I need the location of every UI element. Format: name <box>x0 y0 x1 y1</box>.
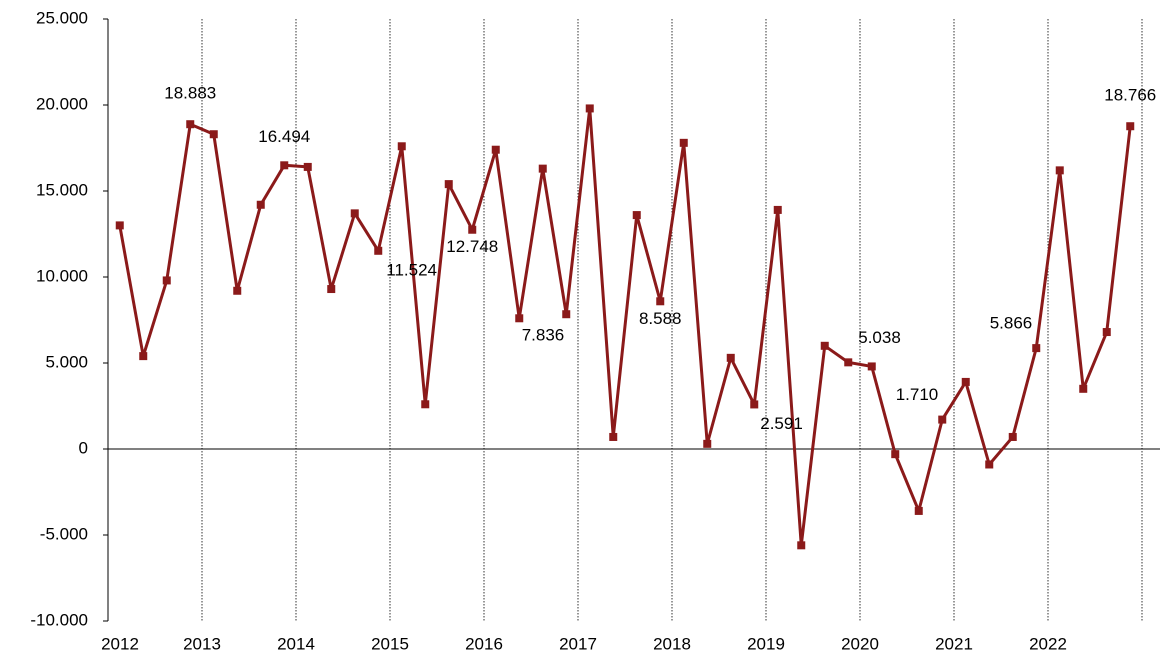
marker <box>632 211 641 220</box>
marker <box>421 400 430 409</box>
marker <box>139 352 148 361</box>
x-tick-label: 2012 <box>101 634 139 653</box>
x-tick-label: 2017 <box>559 634 597 653</box>
data-label: 12.748 <box>446 237 498 256</box>
data-label: 18.766 <box>1104 86 1156 105</box>
marker <box>468 225 477 234</box>
marker <box>1079 384 1088 393</box>
data-label: 5.866 <box>990 314 1033 333</box>
marker <box>703 439 712 448</box>
marker <box>209 130 218 139</box>
y-tick-label: 5.000 <box>45 352 88 371</box>
marker <box>327 285 336 294</box>
data-label: 2.591 <box>760 414 803 433</box>
y-tick-label: -5.000 <box>40 524 88 543</box>
marker <box>303 162 312 171</box>
x-tick-label: 2022 <box>1029 634 1067 653</box>
marker <box>115 221 124 230</box>
marker <box>914 506 923 515</box>
marker <box>867 362 876 371</box>
marker <box>891 450 900 459</box>
marker <box>256 200 265 209</box>
marker <box>656 297 665 306</box>
marker <box>162 276 171 285</box>
y-tick-label: 10.000 <box>36 266 88 285</box>
marker <box>844 358 853 367</box>
marker <box>350 209 359 218</box>
y-tick-label: 0 <box>79 438 88 457</box>
data-label: 8.588 <box>639 309 682 328</box>
marker <box>444 180 453 189</box>
x-tick-label: 2020 <box>841 634 879 653</box>
marker <box>1102 328 1111 337</box>
marker <box>961 377 970 386</box>
marker <box>1055 166 1064 175</box>
data-label: 18.883 <box>164 84 216 103</box>
data-label: 11.524 <box>386 260 437 279</box>
x-tick-label: 2013 <box>183 634 221 653</box>
data-label: 7.836 <box>522 326 565 345</box>
data-label: 16.494 <box>258 127 310 146</box>
y-tick-label: 20.000 <box>36 94 88 113</box>
series-line <box>118 106 1132 547</box>
data-label: 5.038 <box>858 328 901 347</box>
marker <box>585 104 594 113</box>
marker <box>397 142 406 151</box>
marker <box>773 205 782 214</box>
marker <box>374 246 383 255</box>
x-tick-label: 2016 <box>465 634 503 653</box>
marker <box>797 541 806 550</box>
marker <box>280 161 289 170</box>
marker <box>515 314 524 323</box>
marker <box>726 353 735 362</box>
marker <box>538 164 547 173</box>
marker <box>1126 122 1135 131</box>
marker <box>186 120 195 129</box>
x-tick-label: 2015 <box>371 634 409 653</box>
y-tick-label: 25.000 <box>36 8 88 27</box>
x-tick-label: 2019 <box>747 634 785 653</box>
y-tick-label: -10.000 <box>30 610 88 629</box>
marker <box>1008 432 1017 441</box>
marker <box>679 138 688 147</box>
marker <box>1032 344 1041 353</box>
marker <box>609 432 618 441</box>
x-tick-label: 2014 <box>277 634 315 653</box>
y-tick-label: 15.000 <box>36 180 88 199</box>
marker <box>985 460 994 469</box>
x-tick-label: 2021 <box>935 634 973 653</box>
marker <box>233 286 242 295</box>
marker <box>491 145 500 154</box>
x-tick-label: 2018 <box>653 634 691 653</box>
marker <box>820 341 829 350</box>
data-label: 1.710 <box>896 385 939 404</box>
marker <box>750 400 759 409</box>
marker <box>938 415 947 424</box>
marker <box>562 310 571 319</box>
